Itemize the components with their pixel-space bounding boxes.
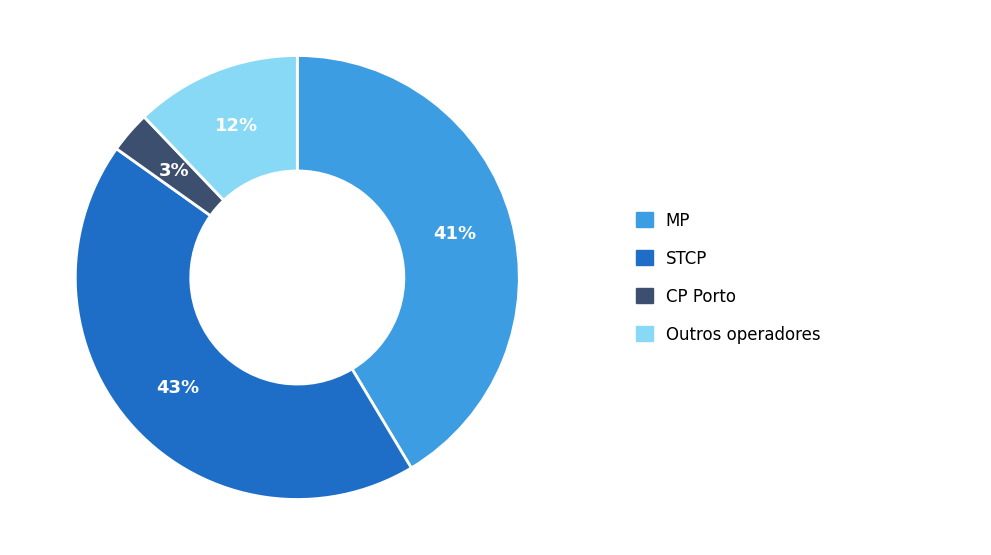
Text: 41%: 41% xyxy=(433,225,476,243)
Wedge shape xyxy=(117,117,224,216)
Wedge shape xyxy=(144,56,297,200)
Legend: MP, STCP, CP Porto, Outros operadores: MP, STCP, CP Porto, Outros operadores xyxy=(627,203,828,352)
Wedge shape xyxy=(75,149,411,500)
Wedge shape xyxy=(297,56,519,468)
Text: 3%: 3% xyxy=(159,162,189,180)
Text: 43%: 43% xyxy=(156,379,199,397)
Text: 12%: 12% xyxy=(215,117,259,135)
